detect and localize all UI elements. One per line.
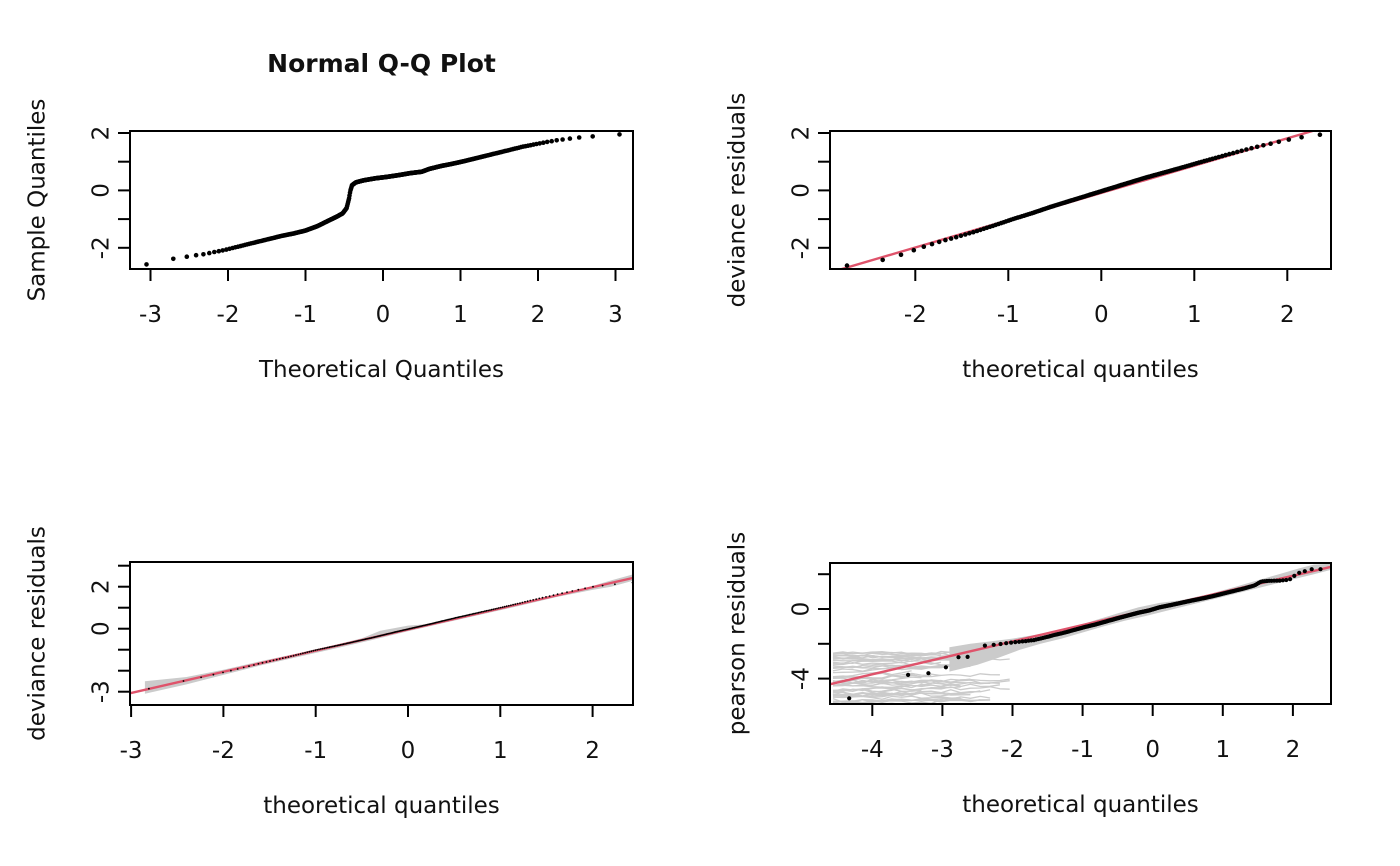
- x-axis-title: theoretical quantiles: [263, 793, 500, 819]
- qq-points: [844, 132, 1323, 268]
- qq-points: [144, 132, 622, 267]
- plot-box: [129, 561, 634, 706]
- y-tick-label: -2: [89, 236, 115, 259]
- x-tick-label: 3: [608, 302, 623, 328]
- qq-normal-plot-area: [144, 132, 622, 267]
- y-axis-title: deviance residuals: [725, 93, 751, 308]
- y-axis-title: deviance residuals: [25, 526, 51, 741]
- x-tick-label: -1: [304, 738, 327, 764]
- qq-normal: -3 -2 -1 0 1 2 3 2 0 -2 Theoretical Quantiles Sampl…: [25, 49, 634, 383]
- x-tick-label: -1: [294, 302, 317, 328]
- qq-pearson-plot-area: [830, 563, 1331, 704]
- x-tick-label: -2: [212, 738, 235, 764]
- qq-points: [847, 567, 1323, 701]
- x-tick-label: -2: [904, 302, 927, 328]
- y-tick-label: 0: [89, 621, 115, 636]
- x-tick-label: -3: [139, 302, 162, 328]
- y-tick-label: 2: [89, 579, 115, 594]
- x-tick-label: 1: [1215, 737, 1230, 763]
- x-tick-label: 2: [1286, 737, 1301, 763]
- y-axis-title: pearson residuals: [725, 532, 751, 735]
- plot-box: [829, 562, 1332, 705]
- x-axis-title: Theoretical Quantiles: [258, 357, 504, 383]
- x-tick-label: 0: [1094, 302, 1109, 328]
- x-tick-label: 0: [1145, 737, 1160, 763]
- x-tick-label: 1: [493, 738, 508, 764]
- x-tick-label: -1: [997, 302, 1020, 328]
- x-tick-label: 1: [1187, 302, 1202, 328]
- x-tick-label: -2: [217, 302, 240, 328]
- y-axis-title: Sample Quantiles: [25, 99, 51, 302]
- y-tick-label: -3: [89, 680, 115, 703]
- qq-deviance-top: -2 -1 0 1 2 2 0 -2 theoretical quantiles deviance…: [725, 93, 1332, 383]
- y-tick-label: 0: [789, 602, 815, 617]
- qq-points: [148, 581, 633, 690]
- y-tick-label: 2: [89, 126, 115, 141]
- qq-pearson: -4 -3 -2 -1 0 1 2 0 -4 theoretical quantiles pears…: [725, 532, 1332, 818]
- x-axis-title: theoretical quantiles: [962, 792, 1199, 818]
- y-tick-label: -4: [789, 667, 815, 690]
- qq-deviance-bottom: -3 -2 -1 0 1 2 2 0 -3 theoretical quantiles devian…: [25, 526, 634, 819]
- qq-deviance-bottom-plot-area: [130, 574, 633, 695]
- x-tick-label: 2: [1280, 302, 1295, 328]
- x-tick-label: -2: [1001, 737, 1024, 763]
- y-tick-label: -2: [789, 236, 815, 259]
- x-tick-label: 1: [453, 302, 468, 328]
- x-axis-title: theoretical quantiles: [962, 357, 1199, 383]
- x-tick-label: -3: [931, 737, 954, 763]
- y-tick-label: 0: [789, 183, 815, 198]
- y-tick-label: 2: [789, 126, 815, 141]
- x-tick-label: 2: [585, 738, 600, 764]
- chart-title: Normal Q-Q Plot: [267, 49, 496, 78]
- x-tick-label: -3: [120, 738, 143, 764]
- plot-box: [129, 130, 634, 270]
- x-tick-label: -1: [1071, 737, 1094, 763]
- x-tick-label: 2: [531, 302, 546, 328]
- x-tick-label: 0: [376, 302, 391, 328]
- x-tick-label: 0: [401, 738, 416, 764]
- qq-deviance-top-plot-area: [837, 131, 1323, 269]
- simulation-spaghetti: [832, 650, 1010, 704]
- x-tick-label: -4: [861, 737, 884, 763]
- y-tick-label: 0: [89, 183, 115, 198]
- plot-box: [829, 130, 1332, 270]
